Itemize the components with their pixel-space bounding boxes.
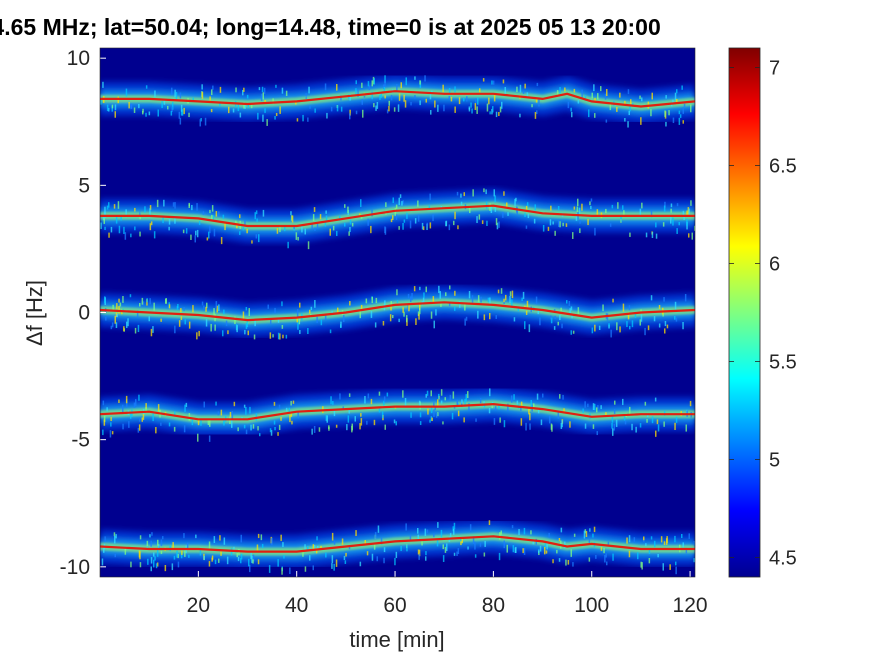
x-tick-label: 60 — [383, 594, 406, 617]
x-tick-label: 40 — [285, 594, 308, 617]
x-axis-label: time [min] — [349, 627, 444, 652]
band-center-trace — [100, 204, 695, 228]
signal-band-4 — [100, 519, 695, 575]
y-tick-label: -5 — [71, 429, 90, 452]
y-tick-label: 5 — [78, 174, 90, 197]
plot-frame — [99, 47, 696, 578]
colorbar-ticks: 4.5 5 5.5 6 6.5 7 — [729, 58, 797, 569]
band-speckle — [100, 75, 692, 128]
band-center-trace — [100, 535, 695, 553]
y-tick-label: 0 — [78, 302, 90, 325]
signal-bands — [100, 74, 695, 575]
x-tick-label: 80 — [482, 594, 505, 617]
x-tick-label: 120 — [673, 594, 708, 617]
band-center-trace — [100, 90, 695, 108]
band-center-trace — [100, 301, 695, 322]
signal-band-1 — [100, 188, 695, 250]
chart-title: =4.65 MHz; lat=50.04; long=14.48, time=0… — [0, 14, 661, 40]
colorbar-tick-label: 4.5 — [769, 547, 797, 569]
x-axis-ticks: 20 40 60 80 100 120 — [187, 571, 708, 617]
colorbar-tick-label: 5.5 — [769, 351, 797, 373]
colorbar-tick-label: 6 — [769, 254, 780, 276]
x-tick-label: 20 — [187, 594, 210, 617]
y-tick-label: -10 — [60, 556, 90, 579]
colorbar — [728, 47, 761, 578]
signal-band-0 — [100, 74, 695, 128]
y-axis-label: Δf [Hz] — [22, 280, 47, 346]
y-axis-ticks: -10 -5 0 5 10 — [60, 47, 106, 579]
signal-band-2 — [100, 285, 695, 340]
colorbar-tick-label: 6.5 — [769, 156, 797, 178]
colorbar-tick-label: 5 — [769, 449, 780, 471]
colorbar-tick-label: 7 — [769, 58, 780, 80]
x-tick-label: 100 — [574, 594, 609, 617]
signal-band-3 — [100, 387, 695, 442]
y-tick-label: 10 — [67, 47, 90, 70]
band-center-trace — [100, 402, 695, 421]
